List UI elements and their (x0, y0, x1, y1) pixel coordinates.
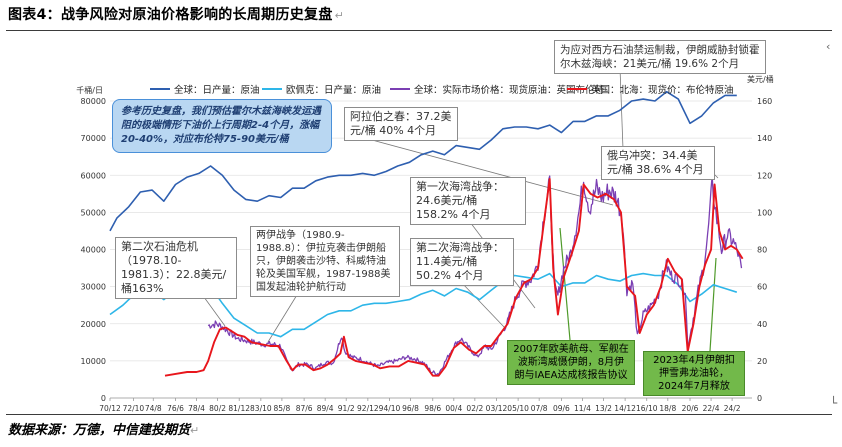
annotation-iran-iraq: 两伊战争（1980.9-1988.8）：伊拉克袭击伊朗船只，伊朗袭击沙特、科威特… (250, 226, 400, 297)
figure-title: 图表4：战争风险对原油价格影响的长周期历史复盘 ↵ (8, 7, 345, 23)
right-tick-label: 0 (757, 394, 762, 403)
x-tick-label: 11/4 (574, 404, 591, 413)
left-tick-label: 0 (101, 394, 106, 403)
right-tick-label: 140 (757, 134, 772, 143)
left-tick-label: 10000 (81, 357, 106, 366)
x-tick-label: 22/4 (703, 404, 720, 413)
x-tick-label: 13/2 (595, 404, 612, 413)
x-tick-label: 09/6 (553, 404, 570, 413)
annotation-iran-threat: 为应对西方石油禁运制裁，伊朗威胁封锁霍尔木兹海峡：21美元/桶 19.6% 2个… (554, 40, 766, 74)
left-tick-label: 70000 (81, 134, 106, 143)
legend: 全球：日产量：原油 欧佩克：日产量：原油 全球：实际市场价格：现货原油：英国布伦特英… (150, 84, 734, 96)
x-tick-label: 89/4 (317, 404, 334, 413)
annotation-connector-green (709, 257, 717, 352)
right-tick-label: 120 (757, 171, 772, 180)
series-line-2 (109, 272, 738, 338)
x-tick-label: 85/8 (273, 404, 290, 413)
title-rule (6, 30, 832, 31)
corner-mark-icon: └ (830, 396, 838, 410)
x-tick-label: 96/8 (402, 404, 419, 413)
x-tick-label: 74/8 (145, 404, 162, 413)
right-tick-label: 80 (757, 246, 767, 255)
annotation-connector (267, 289, 301, 343)
annotation-gulf-war-2: 第二次海湾战争：11.4美元/桶 50.2% 4个月 (410, 238, 514, 286)
x-tick-label: 87/6 (296, 404, 313, 413)
legend-label: 全球：日产量：原油 (174, 84, 260, 96)
x-tick-label: 78/4 (188, 404, 205, 413)
x-tick-label: 24/2 (724, 404, 741, 413)
x-tick-label: 72/10 (123, 404, 145, 413)
x-tick-label: 76/6 (167, 404, 184, 413)
series-line-1 (109, 90, 737, 232)
right-tick-label: 40 (757, 320, 767, 329)
annotation-second-oil-crisis: 第二次石油危机（1978.10-1981.3）：22.8美元/桶163% (115, 237, 237, 299)
left-tick-label: 50000 (81, 208, 106, 217)
annotation-iran-seizure: 2023年4月伊朗扣押雪弗龙油轮，2024年7月释放 (643, 351, 745, 396)
x-tick-label: 18/8 (659, 404, 676, 413)
x-tick-label: 80/2 (209, 404, 226, 413)
legend-label: 英国：北海：现货价：布伦特原油 (591, 84, 734, 96)
left-axis-unit: 千桶/日 (76, 85, 103, 95)
x-tick-label: 05/10 (507, 404, 529, 413)
side-arrow-icon: ‹ (826, 40, 831, 53)
x-tick-label: 94/10 (379, 404, 401, 413)
left-tick-label: 40000 (81, 246, 106, 255)
right-tick-label: 20 (757, 357, 767, 366)
legend-label: 全球：实际市场价格：现货原油：英国布伦特 (414, 84, 605, 96)
annotation-reference: 参考历史复盘，我们预估霍尔木兹海峡发运遇阻的极端情形下油价上行周期2-4个月，涨… (112, 99, 332, 153)
return-glyph: ↵ (334, 9, 345, 22)
right-tick-label: 160 (757, 97, 772, 106)
axes: 0100002000030000400005000060000700008000… (81, 97, 773, 413)
source-rule (6, 414, 832, 415)
series-line-4 (164, 178, 744, 377)
left-tick-label: 60000 (81, 171, 106, 180)
x-tick-label: 20/6 (682, 404, 699, 413)
x-tick-label: 98/6 (424, 404, 441, 413)
x-tick-label: 03/12 (486, 404, 508, 413)
right-tick-label: 100 (757, 208, 772, 217)
source-return-glyph: ↵ (190, 424, 200, 437)
legend-label: 欧佩克：日产量：原油 (286, 84, 381, 96)
annotation-russia-ukraine: 俄乌冲突：34.4美元/桶 38.6% 4个月 (601, 146, 715, 180)
annotation-arab-spring: 阿拉伯之春：37.2美元/桶 40% 4个月 (344, 107, 458, 141)
annotation-connector (461, 282, 506, 329)
annotation-us-carrier: 2007年欧美航母、军舰在波斯湾威慑伊朗，8月伊朗与IAEA达成核报告协议 (507, 340, 635, 385)
annotation-connector (371, 139, 614, 206)
x-tick-label: 02/2 (466, 404, 483, 413)
annotation-gulf-war-1: 第一次海湾战争：24.6美元/桶 158.2% 4个月 (410, 177, 526, 225)
right-axis-unit: 美元/桶 (747, 74, 774, 84)
data-source: 数据来源：万德，中信建投期货↵ (8, 423, 200, 438)
left-tick-label: 80000 (81, 97, 106, 106)
annotation-connector-green (559, 227, 571, 341)
left-tick-label: 20000 (81, 320, 106, 329)
x-tick-label: 91/2 (338, 404, 355, 413)
x-tick-label: 70/12 (99, 404, 121, 413)
right-tick-label: 60 (757, 283, 767, 292)
x-tick-label: 07/8 (531, 404, 548, 413)
x-tick-label: 14/12 (614, 404, 636, 413)
left-tick-label: 30000 (81, 283, 106, 292)
x-tick-label: 16/10 (636, 404, 658, 413)
x-tick-label: 81/12 (228, 404, 250, 413)
x-tick-label: 83/10 (250, 404, 272, 413)
series-lines (109, 90, 744, 377)
x-tick-label: 00/4 (445, 404, 462, 413)
x-tick-label: 92/12 (357, 404, 379, 413)
